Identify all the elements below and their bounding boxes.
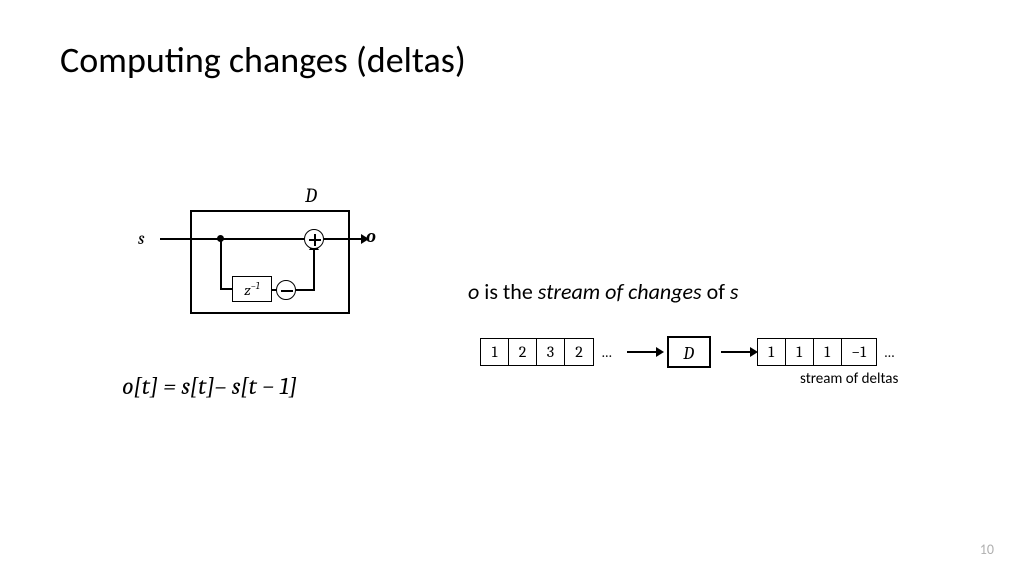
stream-cell: −1: [842, 339, 876, 365]
description-text: o is the stream of changes of s: [468, 278, 738, 305]
stream-row: 1232 … D 111−1 …: [480, 336, 903, 368]
desc-stream: stream of changes: [538, 278, 702, 305]
stream-cell: 2: [565, 339, 593, 365]
branch-to-z-line: [220, 288, 232, 290]
stream-cell: 1: [481, 339, 509, 365]
equation: o[t] = s[t]– s[t − 1]: [122, 372, 297, 400]
minus-to-plus-v-line: [313, 249, 315, 291]
stream-cell: 1: [786, 339, 814, 365]
stream-cell: 1: [814, 339, 842, 365]
diagram-outer-label: D: [305, 184, 317, 207]
sum-node-icon: [304, 229, 324, 249]
desc-mid2: of: [702, 278, 730, 305]
arrow-from-d-icon: [721, 351, 751, 353]
stream-cell: 2: [509, 339, 537, 365]
desc-mid1: is the: [479, 278, 537, 305]
stream-caption: stream of deltas: [800, 370, 898, 388]
output-cells: 111−1: [757, 338, 877, 366]
branch-down-line: [220, 238, 222, 288]
minus-to-plus-h-line: [296, 289, 314, 291]
page-number: 10: [980, 541, 994, 558]
slide-title: Computing changes (deltas): [60, 38, 466, 82]
diagram-input-label: s: [138, 228, 145, 249]
arrow-to-d-icon: [627, 351, 657, 353]
signal-out-line: [324, 238, 362, 240]
desc-s: s: [730, 278, 739, 305]
signal-in-line: [160, 238, 304, 240]
output-ellipsis: …: [885, 344, 896, 361]
input-cells: 1232: [480, 338, 594, 366]
operator-box: D: [667, 336, 711, 368]
input-ellipsis: …: [602, 344, 613, 361]
minus-node-icon: [276, 280, 296, 300]
desc-o: o: [468, 278, 479, 305]
delay-box: z−1: [232, 276, 272, 302]
stream-cell: 3: [537, 339, 565, 365]
stream-cell: 1: [758, 339, 786, 365]
